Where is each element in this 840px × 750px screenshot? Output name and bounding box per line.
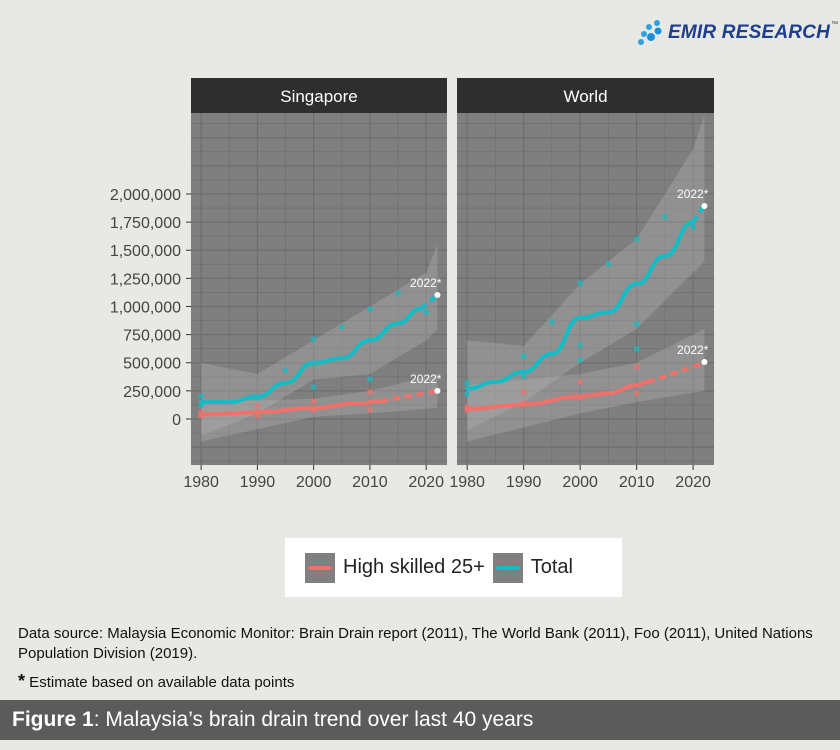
data-point bbox=[634, 346, 640, 352]
data-point bbox=[464, 380, 470, 386]
data-point bbox=[577, 280, 583, 286]
data-point bbox=[198, 393, 204, 399]
trend-line bbox=[465, 220, 696, 391]
projection-line bbox=[419, 293, 439, 311]
data-point bbox=[339, 324, 345, 330]
logo-text: EMIR RESEARCH bbox=[668, 22, 831, 43]
legend-key-high-skilled bbox=[305, 552, 335, 583]
x-tick-label: 1990 bbox=[506, 474, 542, 491]
facet-label: World bbox=[563, 87, 607, 106]
data-point bbox=[367, 407, 373, 413]
estimate-2022-label: 2022* bbox=[410, 372, 442, 386]
legend: High skilled 25+ Total bbox=[285, 538, 622, 597]
figure-title: : Malaysia’s brain drain trend over last… bbox=[93, 708, 534, 731]
x-tick-label: 1980 bbox=[183, 474, 219, 491]
note-text: Estimate based on available data points bbox=[25, 674, 295, 691]
data-point bbox=[634, 390, 640, 396]
y-tick-label: 2,000,000 bbox=[110, 187, 181, 204]
facet-label: Singapore bbox=[280, 87, 358, 106]
y-tick-label: 1,000,000 bbox=[110, 299, 181, 316]
x-tick-label: 1980 bbox=[449, 474, 485, 491]
data-point bbox=[662, 214, 668, 220]
data-point bbox=[311, 336, 317, 342]
projection-line bbox=[380, 388, 438, 403]
data-point bbox=[283, 367, 289, 373]
legend-key-total bbox=[492, 552, 523, 583]
data-point bbox=[254, 413, 260, 419]
panel-singapore: Singapore 1980 1990 2000 2010 2020 0 250,000 500… bbox=[110, 78, 447, 491]
data-point bbox=[311, 384, 317, 390]
data-point bbox=[198, 402, 204, 408]
data-point bbox=[577, 379, 583, 385]
estimate-2022-point bbox=[434, 292, 441, 299]
data-point bbox=[605, 261, 611, 267]
confidence-ribbon bbox=[201, 244, 438, 436]
x-tick-label: 1990 bbox=[240, 474, 276, 491]
confidence-ribbon bbox=[467, 329, 705, 442]
data-point bbox=[634, 236, 640, 242]
legend-item-high-skilled: High skilled 25+ bbox=[305, 552, 485, 583]
estimate-2022-label: 2022* bbox=[677, 187, 709, 201]
data-point bbox=[521, 373, 527, 379]
data-point bbox=[690, 224, 696, 230]
asterisk: * bbox=[18, 671, 26, 691]
x-tick-label: 2000 bbox=[296, 474, 332, 491]
legend-item-total: Total bbox=[492, 552, 573, 583]
data-point bbox=[634, 364, 640, 370]
x-tick-label: 2020 bbox=[408, 474, 444, 491]
data-point bbox=[311, 398, 317, 404]
trend-line bbox=[199, 398, 384, 417]
data-point bbox=[521, 389, 527, 395]
x-tick-label: 2010 bbox=[619, 474, 655, 491]
y-tick-label: 250,000 bbox=[123, 384, 181, 401]
data-point bbox=[577, 357, 583, 363]
estimate-2022-label: 2022* bbox=[677, 343, 709, 357]
projection-line bbox=[647, 360, 706, 384]
data-point bbox=[634, 321, 640, 327]
estimate-2022-label: 2022* bbox=[410, 276, 442, 290]
data-point bbox=[549, 319, 555, 325]
estimate-2022-point bbox=[701, 358, 708, 365]
x-tick-label: 2000 bbox=[562, 474, 598, 491]
data-point bbox=[367, 306, 373, 312]
confidence-ribbon bbox=[467, 115, 705, 431]
data-point bbox=[367, 376, 373, 382]
data-source: Data source: Malaysia Economic Monitor: … bbox=[18, 625, 813, 662]
data-point bbox=[577, 342, 583, 348]
legend-label: Total bbox=[530, 556, 573, 578]
estimate-2022-point bbox=[434, 387, 441, 394]
data-point bbox=[521, 353, 527, 359]
logo-dots-icon bbox=[638, 20, 662, 45]
data-point bbox=[198, 409, 204, 415]
y-tick-label: 0 bbox=[172, 412, 181, 429]
trend-line bbox=[465, 379, 650, 411]
data-point bbox=[254, 403, 260, 409]
y-tick-label: 1,250,000 bbox=[110, 271, 181, 288]
y-tick-label: 750,000 bbox=[123, 328, 181, 345]
figure-caption: Figure 1: Malaysia’s brain drain trend o… bbox=[0, 700, 840, 740]
data-point bbox=[367, 389, 373, 395]
estimate-2022-point bbox=[701, 203, 708, 210]
legend-label: High skilled 25+ bbox=[343, 556, 485, 578]
data-point bbox=[311, 407, 317, 413]
y-tick-label: 1,750,000 bbox=[110, 215, 181, 232]
facet-strip bbox=[191, 78, 447, 113]
data-point bbox=[395, 290, 401, 296]
panel-world: World 1980 1990 2000 2010 2020 2022* 2022* bbox=[449, 78, 714, 491]
estimate-note: * Estimate based on available data point… bbox=[18, 671, 294, 692]
y-tick-label: 1,500,000 bbox=[110, 243, 181, 260]
x-tick-label: 2020 bbox=[675, 474, 711, 491]
facet-strip bbox=[457, 78, 714, 113]
y-tick-label: 500,000 bbox=[123, 356, 181, 373]
data-point bbox=[464, 391, 470, 397]
trademark: ™ bbox=[831, 20, 839, 28]
emir-research-logo: EMIR RESEARCH ™ bbox=[636, 18, 838, 48]
data-point bbox=[423, 309, 429, 315]
x-tick-label: 2010 bbox=[352, 474, 388, 491]
trend-line bbox=[199, 306, 423, 405]
figure-label: Figure 1 bbox=[12, 708, 94, 731]
